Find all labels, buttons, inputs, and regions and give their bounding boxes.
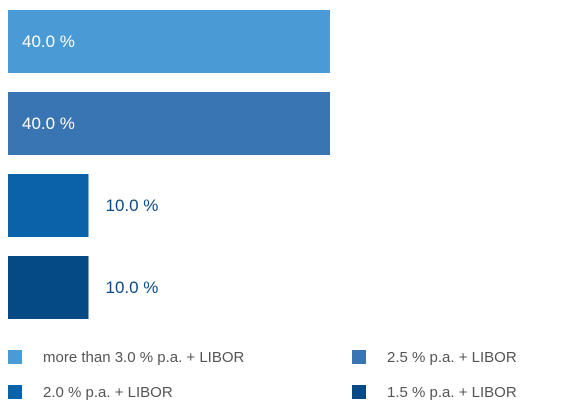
bar [8,174,89,237]
legend-swatch [352,385,366,399]
legend-label: 1.5 % p.a. + LIBOR [387,384,517,401]
value-label: 40.0 % [22,32,75,51]
legend-label: 2.5 % p.a. + LIBOR [387,349,517,366]
bar [8,256,89,319]
value-label: 10.0 % [106,278,159,297]
legend-label: more than 3.0 % p.a. + LIBOR [43,349,245,366]
value-label: 10.0 % [106,196,159,215]
bar [8,10,330,73]
value-label: 40.0 % [22,114,75,133]
legend-swatch [352,350,366,364]
bar [8,92,330,155]
legend-label: 2.0 % p.a. + LIBOR [43,384,173,401]
legend-swatch [8,385,22,399]
legend-swatch [8,350,22,364]
